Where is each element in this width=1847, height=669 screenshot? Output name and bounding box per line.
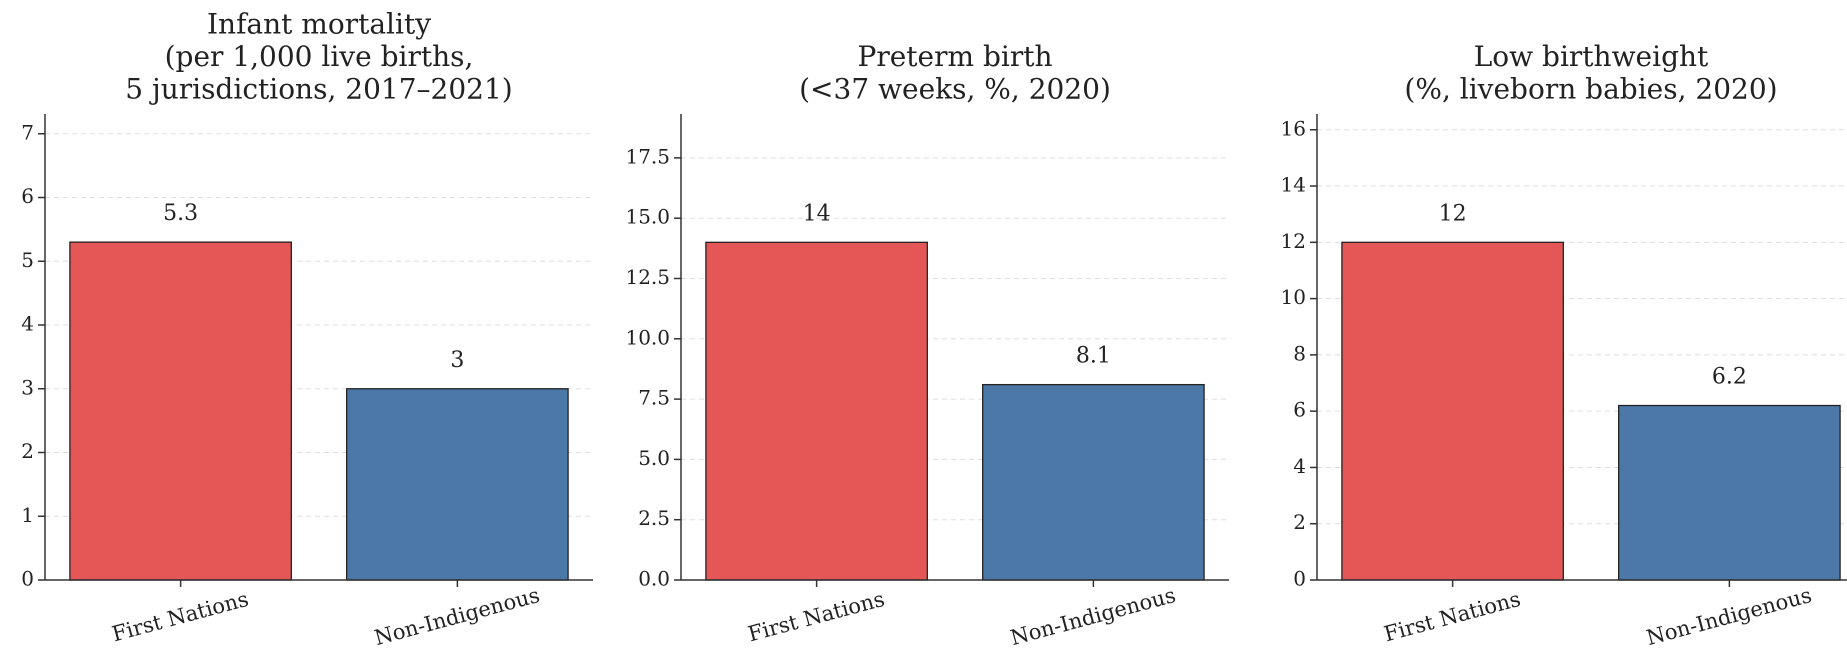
y-tick-label: 0	[1293, 567, 1306, 591]
y-tick-label: 6	[1293, 398, 1306, 422]
y-tick-label: 7.5	[638, 386, 670, 410]
panel: Infant mortality(per 1,000 live births,5…	[21, 8, 593, 650]
y-tick-label: 0	[21, 567, 34, 591]
x-tick-label: Non-Indigenous	[1008, 583, 1178, 650]
value-label: 6.2	[1712, 365, 1747, 390]
y-tick-label: 4	[21, 312, 34, 336]
bar	[982, 383, 1205, 581]
chart-title: Infant mortality	[207, 8, 431, 41]
value-label: 3	[450, 348, 464, 373]
y-tick-label: 5.0	[638, 446, 670, 470]
bar	[346, 388, 569, 581]
y-tick-label: 10.0	[625, 325, 670, 349]
y-tick-label: 16	[1281, 116, 1306, 140]
y-tick-label: 10	[1281, 285, 1306, 309]
x-tick-label: First Nations	[1381, 587, 1523, 646]
chart-title: 5 jurisdictions, 2017–2021)	[125, 73, 512, 106]
value-label: 5.3	[163, 201, 198, 226]
chart-title: (<37 weeks, %, 2020)	[799, 73, 1111, 106]
y-tick-label: 7	[21, 120, 34, 144]
y-tick-label: 3	[21, 375, 34, 399]
y-tick-label: 15.0	[625, 205, 670, 229]
y-tick-label: 5	[21, 248, 34, 272]
y-tick-label: 1	[21, 503, 34, 527]
bar	[1618, 404, 1841, 581]
y-tick-label: 14	[1281, 173, 1306, 197]
x-tick-label: Non-Indigenous	[372, 583, 542, 650]
value-label: 8.1	[1076, 344, 1111, 369]
chart-title: (%, liveborn babies, 2020)	[1404, 73, 1777, 106]
y-tick-label: 17.5	[625, 144, 670, 168]
bar	[1341, 241, 1564, 581]
y-tick-label: 12.5	[625, 265, 670, 289]
y-tick-label: 4	[1293, 454, 1306, 478]
panel: Low birthweight(%, liveborn babies, 2020…	[1281, 40, 1847, 650]
x-tick-label: First Nations	[745, 587, 887, 646]
chart-title: Low birthweight	[1474, 40, 1709, 73]
bar	[69, 241, 292, 581]
y-tick-label: 2	[21, 439, 34, 463]
y-tick-label: 2.5	[638, 506, 670, 530]
y-tick-label: 6	[21, 184, 34, 208]
value-label: 14	[803, 201, 831, 226]
chart-title: (per 1,000 live births,	[165, 40, 474, 73]
panel: Preterm birth(<37 weeks, %, 2020) 0.0 2.5 5…	[625, 40, 1229, 650]
x-tick-label: First Nations	[109, 587, 251, 646]
x-tick-label: Non-Indigenous	[1644, 583, 1814, 650]
bar	[705, 241, 928, 581]
y-tick-label: 2	[1293, 510, 1306, 534]
y-tick-label: 0.0	[638, 567, 670, 591]
chart-title: Preterm birth	[857, 40, 1052, 73]
y-tick-label: 8	[1293, 341, 1306, 365]
y-tick-label: 12	[1281, 229, 1306, 253]
value-label: 12	[1439, 201, 1467, 226]
